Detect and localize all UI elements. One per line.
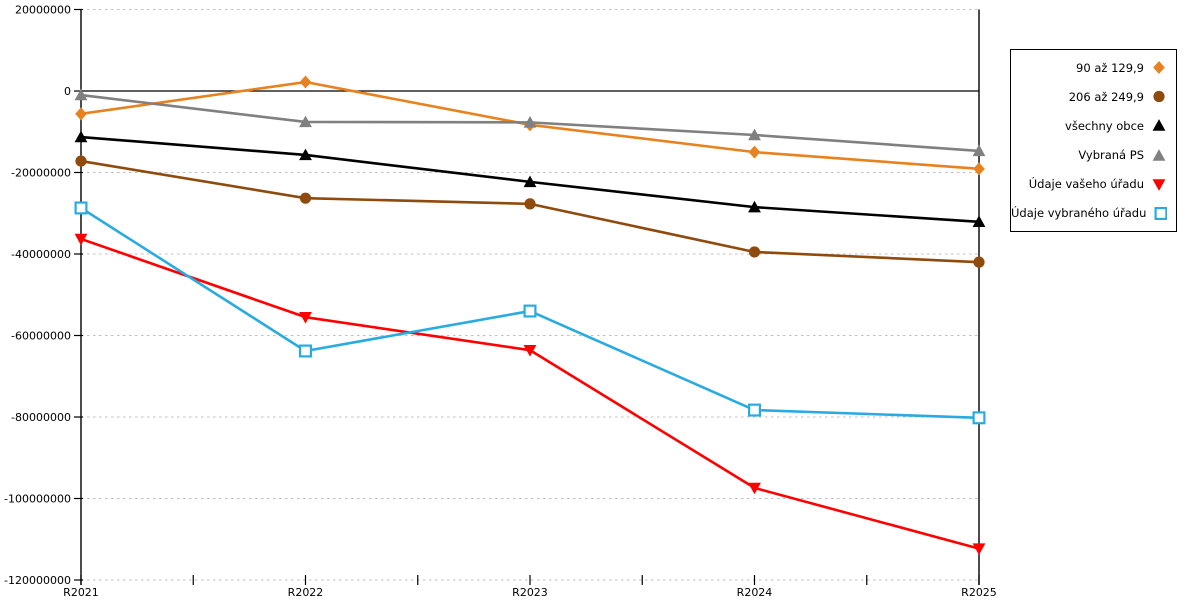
- circle-marker-icon: [299, 192, 312, 204]
- square-open-marker-icon: [1154, 206, 1167, 220]
- y-tick-label: -100000000: [4, 493, 71, 506]
- legend-diamond-icon: [1153, 61, 1165, 75]
- legend-item-label: Údaje vybraného úřadu: [1011, 206, 1147, 221]
- circle-marker-icon: [1153, 91, 1165, 103]
- triangle-up-marker-icon: [523, 175, 537, 188]
- triangle-down-marker-icon: [299, 311, 312, 324]
- triangle-up-marker-icon: [299, 115, 312, 128]
- legend-item-label: Vybraná PS: [1078, 148, 1144, 163]
- y-tick-label: 20000000: [15, 4, 71, 17]
- square-open-marker-icon: [972, 411, 986, 425]
- square-open-marker-icon: [299, 344, 313, 358]
- triangle-down-marker-icon: [1152, 179, 1166, 191]
- diamond-marker-icon: [299, 75, 312, 89]
- circle-marker-icon: [973, 256, 985, 268]
- triangle-up-marker-icon: [299, 148, 312, 161]
- y-tick-label: 0: [64, 85, 71, 98]
- square-open-marker-icon: [747, 403, 761, 417]
- y-tick-label: -40000000: [11, 248, 71, 261]
- legend-item: 90 až 129,9: [1011, 55, 1176, 81]
- circle-marker-icon: [524, 198, 536, 210]
- triangle-up-marker-icon: [74, 88, 88, 101]
- diamond-marker-icon: [1153, 61, 1165, 75]
- y-tick-label: -60000000: [11, 330, 71, 343]
- triangle-up-marker-icon: [1152, 119, 1166, 132]
- legend-triangle-down-icon: [1152, 179, 1166, 191]
- legend-item-label: 90 až 129,9: [1076, 60, 1144, 75]
- y-tick-label: -80000000: [11, 411, 71, 424]
- x-tick-label: R2025: [961, 586, 997, 599]
- legend-circle-icon: [1153, 91, 1165, 103]
- triangle-up-marker-icon: [972, 144, 986, 157]
- legend-item: Údaje vybraného úřadu: [1011, 200, 1176, 226]
- legend-item: všechny obce: [1011, 113, 1176, 139]
- triangle-up-marker-icon: [748, 128, 761, 141]
- x-tick-label: R2022: [288, 586, 324, 599]
- legend-triangle-up-icon: [1152, 119, 1166, 132]
- legend-item-label: všechny obce: [1065, 118, 1144, 133]
- series-line-4: [80, 237, 980, 550]
- circle-marker-icon: [748, 246, 761, 258]
- square-open-marker-icon: [74, 201, 88, 215]
- triangle-down-marker-icon: [523, 344, 537, 357]
- legend-item: 206 až 249,9: [1011, 84, 1176, 110]
- x-tick-label: R2024: [737, 586, 773, 599]
- legend-item: Vybraná PS: [1011, 142, 1176, 168]
- triangle-down-marker-icon: [972, 543, 986, 556]
- circle-marker-icon: [75, 155, 87, 167]
- triangle-down-marker-icon: [748, 482, 761, 495]
- legend-triangle-up-icon: [1152, 148, 1166, 161]
- x-tick-label: R2021: [63, 586, 99, 599]
- legend-item-label: 206 až 249,9: [1068, 89, 1144, 104]
- triangle-up-marker-icon: [74, 130, 88, 143]
- diamond-marker-icon: [973, 162, 985, 176]
- square-open-marker-icon: [523, 304, 537, 318]
- x-tick-label: R2023: [512, 586, 548, 599]
- y-tick-label: -120000000: [4, 574, 71, 587]
- triangle-down-marker-icon: [74, 233, 88, 246]
- triangle-up-marker-icon: [748, 200, 761, 213]
- triangle-up-marker-icon: [1152, 148, 1166, 161]
- triangle-up-marker-icon: [523, 115, 537, 128]
- legend-item: Údaje vašeho úřadu: [1011, 171, 1176, 197]
- legend-item-label: Údaje vašeho úřadu: [1028, 177, 1144, 192]
- diamond-marker-icon: [75, 107, 87, 121]
- legend-square-open-icon: [1154, 206, 1167, 220]
- triangle-up-marker-icon: [972, 215, 986, 228]
- y-tick-label: -20000000: [11, 167, 71, 180]
- chart-legend: 90 až 129,9 206 až 249,9 všechny obce Vybra…: [1010, 49, 1177, 232]
- diamond-marker-icon: [748, 145, 761, 159]
